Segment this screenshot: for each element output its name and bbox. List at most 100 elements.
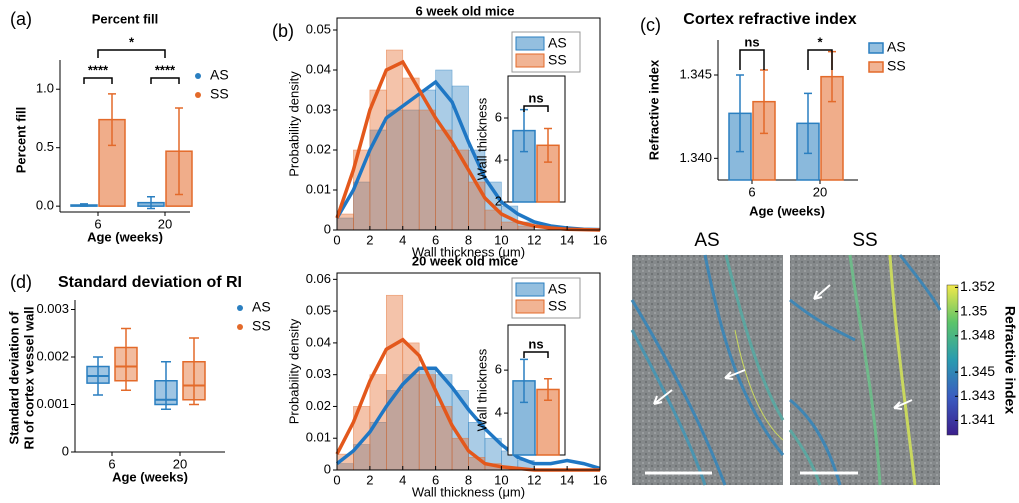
x-tick-label: 4 [399, 232, 406, 247]
error-bar [804, 92, 812, 155]
error-bar [544, 127, 552, 163]
x-tick-label: 20 [173, 456, 187, 471]
histogram-bar [369, 89, 387, 231]
chart-title: Standard deviation of RI [58, 274, 242, 291]
legend-label: SS [210, 86, 229, 102]
box-body [182, 361, 206, 401]
significance-label: ns [744, 34, 759, 49]
panel-label: (c) [640, 15, 661, 35]
legend-label: AS [887, 39, 906, 55]
legend-swatch [515, 53, 545, 68]
x-tick-label: 6 [432, 232, 439, 247]
colorbar-tick-label: 1.345 [960, 363, 995, 379]
histogram-bar [451, 437, 469, 471]
x-tick-label: 2 [366, 232, 373, 247]
legend-marker [237, 305, 243, 311]
colorbar-tick-label: 1.352 [960, 278, 995, 294]
x-tick-label: 0 [333, 472, 340, 487]
y-tick-label: 0.0 [36, 198, 54, 213]
bar [98, 118, 126, 207]
x-axis-label: Wall thickness (μm) [412, 484, 525, 499]
y-tick-label: 0.05 [306, 303, 331, 318]
image-label: SS [852, 230, 877, 251]
y-tick-label: 6 [495, 362, 502, 377]
box-body [114, 346, 138, 382]
significance-bracket [523, 351, 549, 358]
significance-label: **** [88, 62, 109, 77]
legend-label: SS [548, 52, 567, 68]
image-label: AS [694, 230, 719, 251]
legend-marker [237, 324, 243, 330]
y-tick-label: 4 [495, 405, 502, 420]
panel-label: (d) [10, 272, 32, 292]
x-tick-label: 6 [108, 456, 115, 471]
x-axis-label: Wall thickness (μm) [412, 244, 525, 259]
legend-swatch [515, 299, 545, 314]
y-axis-label: Wall thickness [474, 348, 489, 431]
y-axis-label: Refractive index [646, 59, 661, 160]
y-tick-label: 4 [495, 151, 502, 166]
y-tick-label: 1.345 [679, 66, 712, 81]
density-curve [335, 366, 601, 471]
x-tick-label: 6 [748, 184, 755, 199]
x-tick-label: 10 [494, 472, 508, 487]
error-bar [736, 74, 744, 153]
y-tick-label: 2 [495, 193, 502, 208]
chart-title: Percent fill [92, 11, 158, 26]
y-tick-label: 1.340 [679, 150, 712, 165]
histogram-bar [435, 129, 453, 231]
histogram-bar [451, 149, 469, 231]
x-tick-label: 16 [593, 232, 607, 247]
x-tick-label: 12 [527, 232, 541, 247]
significance-bracket [523, 105, 549, 112]
y-tick-label: 0.02 [306, 398, 331, 413]
colorbar [946, 284, 959, 436]
y-tick-label: 0.01 [306, 181, 331, 196]
error-bar [147, 196, 155, 210]
y-tick-label: 0 [324, 461, 331, 476]
x-tick-label: 4 [399, 472, 406, 487]
legend-label: SS [252, 318, 271, 334]
legend-swatch [515, 282, 545, 297]
significance-bracket [83, 77, 113, 84]
x-tick-label: 14 [560, 472, 574, 487]
histogram-bar [435, 406, 453, 471]
y-tick-label: 0 [62, 443, 69, 458]
x-tick-label: 0 [333, 232, 340, 247]
significance-bracket [97, 49, 166, 58]
histogram-bar [402, 342, 420, 471]
box-body [86, 365, 110, 384]
legend-label: AS [252, 299, 271, 315]
legend-label: AS [210, 67, 229, 83]
x-tick-label: 2 [366, 472, 373, 487]
y-tick-label: 0.001 [36, 396, 69, 411]
histogram-bar [418, 109, 436, 231]
legend-label: SS [887, 58, 906, 74]
colorbar-tick-label: 1.341 [960, 411, 995, 427]
y-axis-label: Wall thickness [474, 97, 489, 180]
y-tick-label: 6 [495, 109, 502, 124]
micrograph-ss [788, 254, 942, 486]
colorbar-tick-label: 1.343 [960, 387, 995, 403]
legend-swatch [515, 36, 545, 51]
y-tick-label: 0.5 [36, 139, 54, 154]
colorbar-tick-label: 1.348 [960, 327, 995, 343]
legend-marker [195, 92, 201, 98]
y-axis-label: RI of cortex vessel wall [21, 306, 36, 449]
legend-swatch [868, 61, 884, 73]
significance-label: ns [528, 90, 543, 105]
legend-label: AS [548, 281, 567, 297]
error-bar [80, 203, 88, 207]
x-tick-label: 14 [560, 232, 574, 247]
y-tick-label: 0.04 [306, 61, 331, 76]
y-tick-label: 0.03 [306, 101, 331, 116]
histogram-bar [386, 49, 404, 231]
y-tick-label: 0.05 [306, 21, 331, 36]
histogram-bar [468, 181, 486, 231]
significance-bracket [739, 49, 765, 70]
x-tick-label: 6 [94, 216, 101, 231]
y-tick-label: 0.03 [306, 366, 331, 381]
chart-title: 20 week old mice [412, 253, 518, 268]
significance-bracket [807, 49, 833, 70]
y-axis-label: Percent fill [13, 107, 28, 173]
